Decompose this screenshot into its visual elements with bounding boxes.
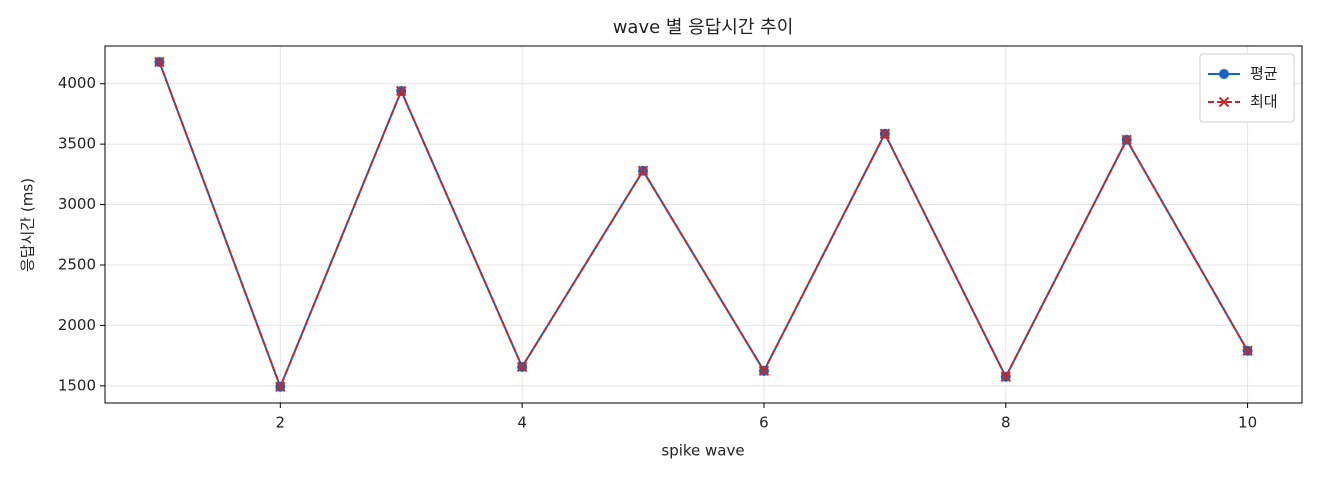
marker — [396, 85, 407, 97]
legend-label: 최대 — [1250, 93, 1278, 111]
marker — [879, 128, 891, 139]
chart-title: wave 별 응답시간 추이 — [613, 17, 794, 38]
marker-shape — [516, 361, 528, 373]
marker — [1000, 371, 1011, 382]
x-tick-label: 2 — [276, 414, 286, 432]
marker-shape — [1242, 345, 1253, 356]
x-axis-label: spike wave — [661, 442, 744, 460]
y-tick-label: 3000 — [58, 195, 96, 213]
marker — [758, 365, 770, 377]
y-tick-label: 4000 — [58, 74, 96, 92]
marker — [637, 165, 649, 176]
legend-box — [1199, 53, 1295, 123]
marker-shape — [637, 165, 649, 176]
x-tick-label: 6 — [759, 414, 769, 432]
marker-shape — [154, 56, 165, 68]
legend-marker — [1218, 96, 1230, 108]
marker-shape — [396, 85, 407, 97]
y-tick-label: 1500 — [58, 376, 96, 394]
marker-shape — [879, 128, 891, 139]
y-tick-label: 3500 — [58, 135, 96, 153]
marker — [1242, 345, 1253, 356]
x-tick-label: 4 — [517, 414, 527, 432]
plot-frame — [104, 45, 1303, 404]
x-tick-label: 10 — [1238, 414, 1257, 432]
y-axis-label: 응답시간 (ms) — [19, 178, 37, 272]
marker — [275, 381, 286, 393]
y-tick-label: 2000 — [58, 316, 96, 334]
legend-marker — [1219, 69, 1229, 79]
marker — [516, 361, 528, 373]
marker-shape — [1000, 371, 1011, 382]
x-tick-label: 8 — [1001, 414, 1011, 432]
line — [158, 61, 1249, 390]
marker — [1121, 134, 1132, 145]
marker — [154, 56, 165, 68]
marker-shape — [1121, 134, 1132, 145]
marker-shape — [758, 365, 770, 377]
legend-label: 평균 — [1250, 65, 1278, 83]
marker-shape — [275, 381, 286, 393]
y-tick-label: 2500 — [58, 255, 96, 273]
